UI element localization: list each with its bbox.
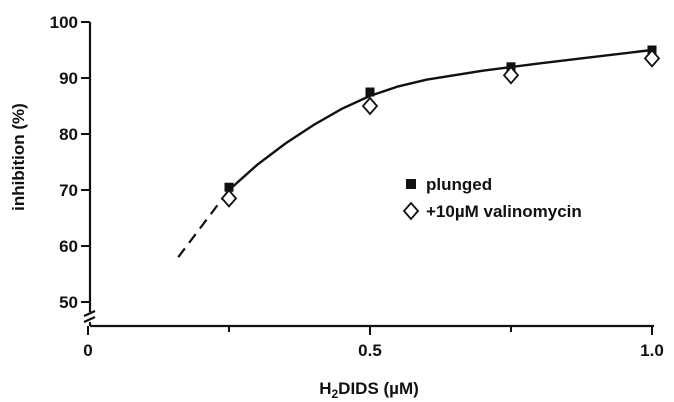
point-valinomycin: [361, 96, 379, 116]
point-valinomycin: [643, 49, 661, 68]
y-axis-break-mark: [83, 315, 96, 324]
fit-curve-extrapolation-dashed: [177, 189, 230, 258]
x-axis-title-prefix: H: [319, 379, 331, 398]
y-tick-label: 60: [59, 237, 78, 256]
legend-label-valinomycin: +10µM valinomycin: [426, 202, 582, 221]
fit-curve-solid: [228, 48, 653, 191]
ticks: 50 60 70 80 90 100 0 0.5 1.0: [50, 13, 664, 360]
axes: [83, 22, 654, 328]
data-points: [220, 45, 661, 208]
point-valinomycin: [502, 65, 520, 85]
y-tick-label: 90: [59, 69, 78, 88]
y-axis-title: inhibition (%): [9, 103, 28, 211]
y-axis-break-mark: [83, 309, 96, 318]
x-axis-title-suffix: DIDS (µM): [338, 379, 419, 398]
x-axis-title-subscript: 2: [331, 387, 338, 401]
y-tick-label: 100: [50, 13, 78, 32]
legend: plunged +10µM valinomycin: [402, 175, 582, 221]
x-axis-title: H2DIDS (µM): [319, 379, 419, 401]
x-tick-label: 0: [83, 341, 92, 360]
y-tick-label: 70: [59, 181, 78, 200]
point-plunged: [224, 182, 234, 192]
y-tick-label: 50: [59, 293, 78, 312]
fit-curve: [177, 48, 653, 258]
point-valinomycin: [220, 189, 238, 208]
x-tick-label: 1.0: [640, 341, 664, 360]
legend-marker-valinomycin: [402, 201, 420, 221]
legend-marker-plunged: [406, 179, 416, 189]
x-tick-label: 0.5: [358, 341, 382, 360]
point-plunged: [365, 87, 375, 97]
legend-label-plunged: plunged: [426, 175, 492, 194]
y-tick-label: 80: [59, 125, 78, 144]
